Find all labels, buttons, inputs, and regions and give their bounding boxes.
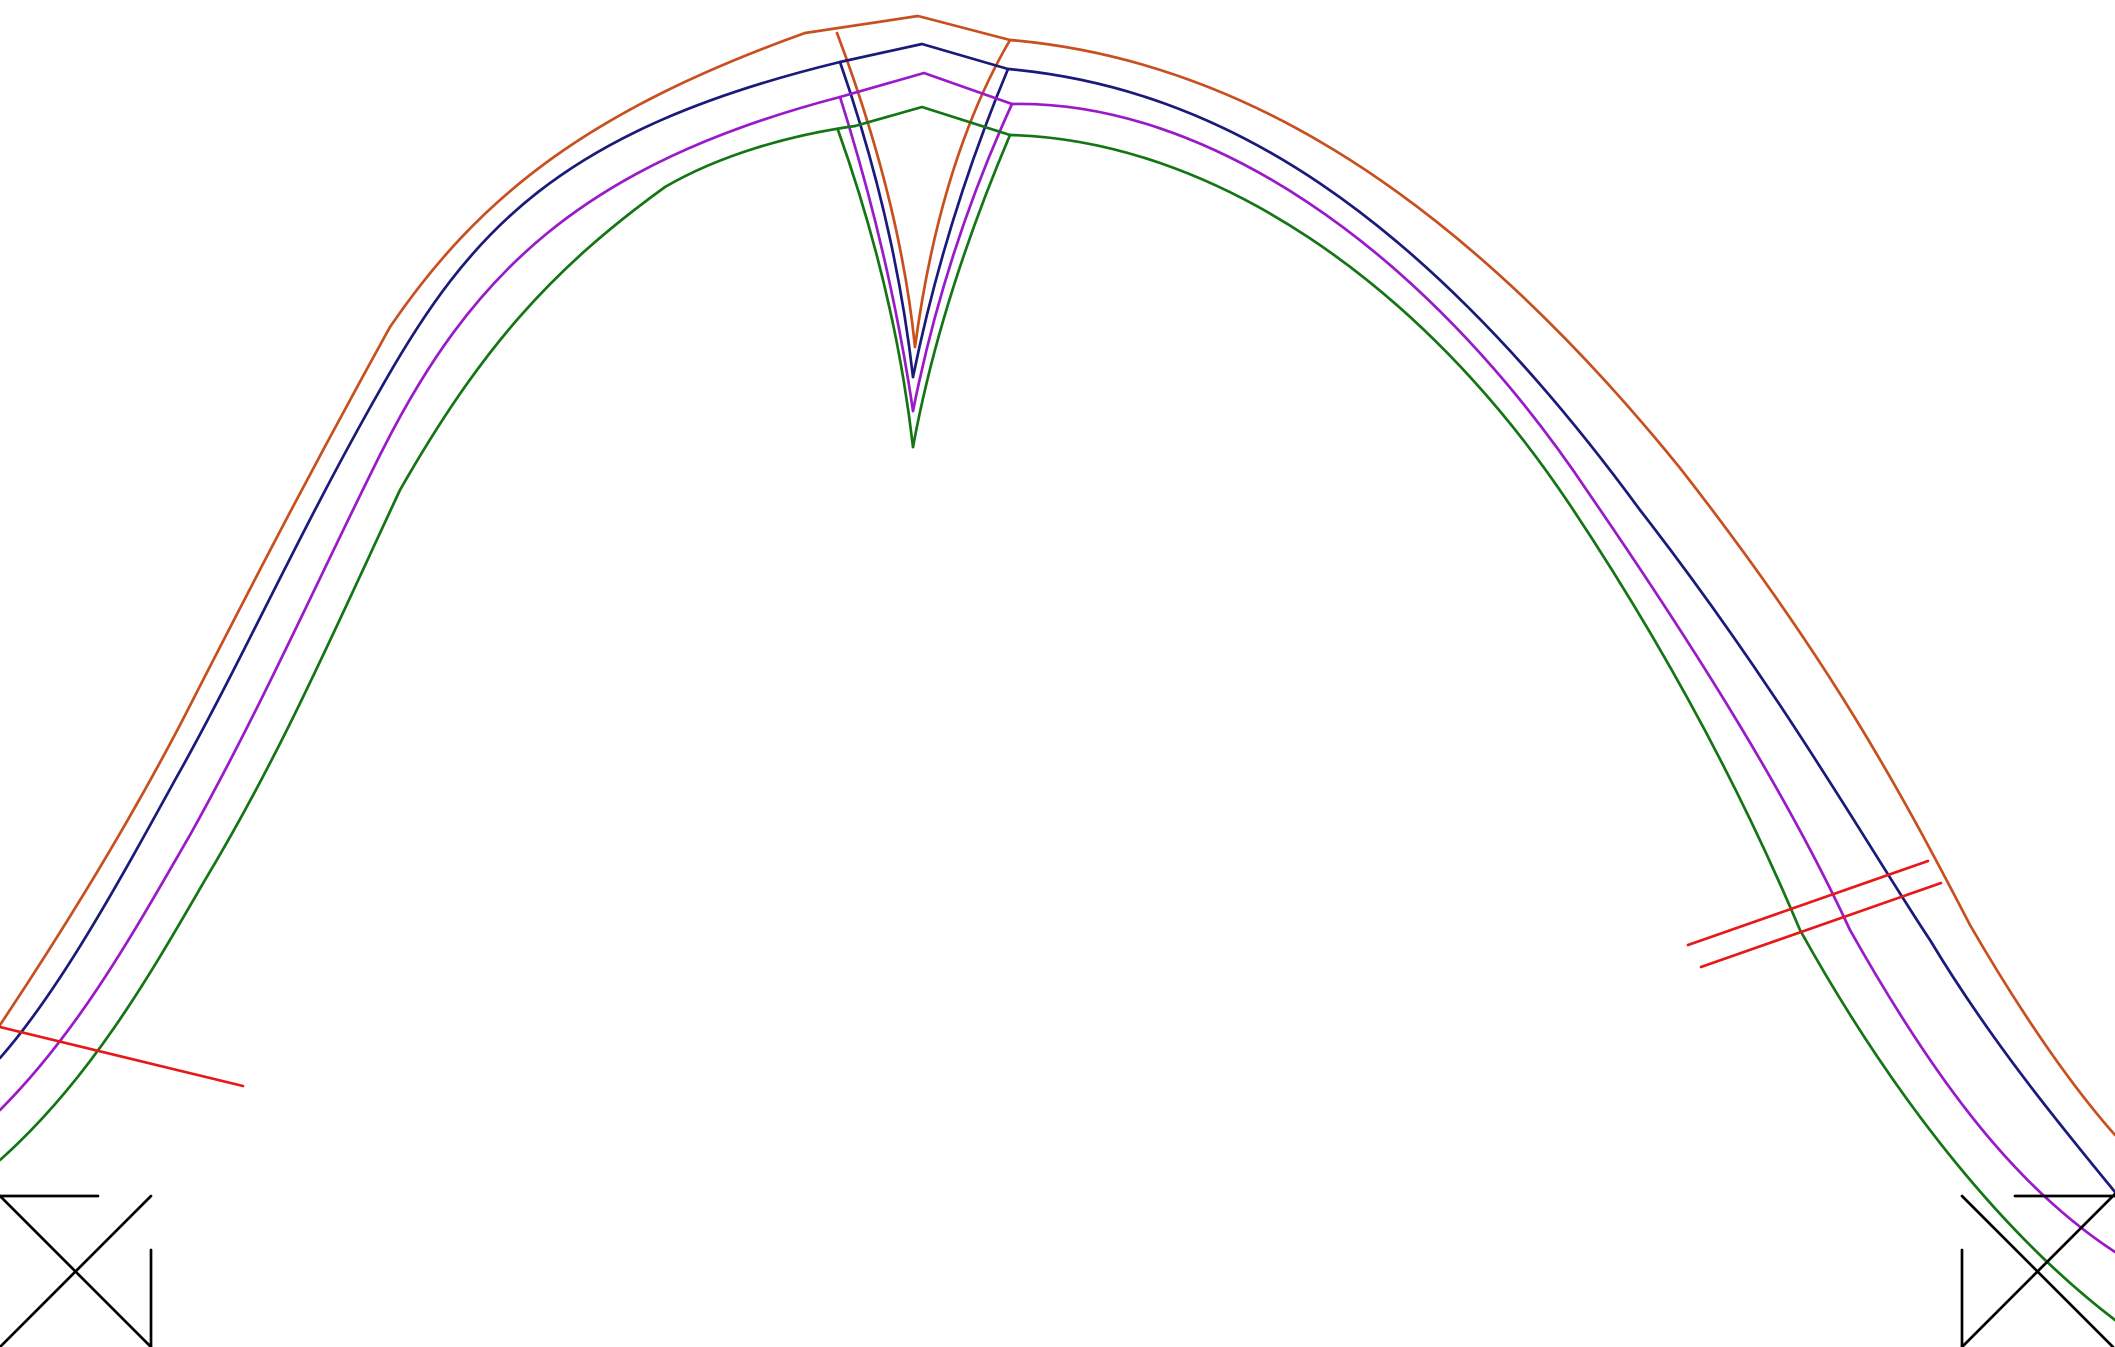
section-line-right-lower bbox=[1699, 881, 1943, 969]
purple-arch-right-curve bbox=[1010, 102, 2115, 1254]
green-spike-right bbox=[911, 133, 1012, 449]
orange-spike-right bbox=[913, 38, 1012, 349]
right-support-diagonal-up bbox=[1960, 1192, 2115, 1347]
navy-spike-left bbox=[838, 60, 915, 379]
section-line-left bbox=[0, 1025, 245, 1088]
orange-arch-right-curve bbox=[1008, 38, 2115, 1137]
purple-spike-left bbox=[838, 95, 915, 413]
green-arch-right-curve bbox=[1008, 133, 2115, 1322]
left-support-diagonal-up bbox=[0, 1194, 153, 1347]
green-spike-left bbox=[836, 128, 915, 449]
navy-arch-right-curve bbox=[1006, 67, 2115, 1194]
section-line-right-upper bbox=[1686, 859, 1930, 947]
purple-apex-cap bbox=[838, 71, 1014, 106]
purple-spike-right bbox=[911, 102, 1014, 413]
orange-arch-left-curve bbox=[0, 31, 807, 1027]
purple-arch-left-curve bbox=[0, 95, 842, 1112]
green-apex-cap bbox=[853, 105, 1012, 137]
orange-spike-left bbox=[835, 31, 917, 349]
green-arch-left-curve bbox=[0, 124, 857, 1162]
navy-arch-left-curve bbox=[0, 60, 842, 1060]
navy-apex-cap bbox=[838, 42, 1010, 71]
orange-apex-cap bbox=[803, 14, 1012, 42]
navy-spike-right bbox=[911, 67, 1010, 379]
